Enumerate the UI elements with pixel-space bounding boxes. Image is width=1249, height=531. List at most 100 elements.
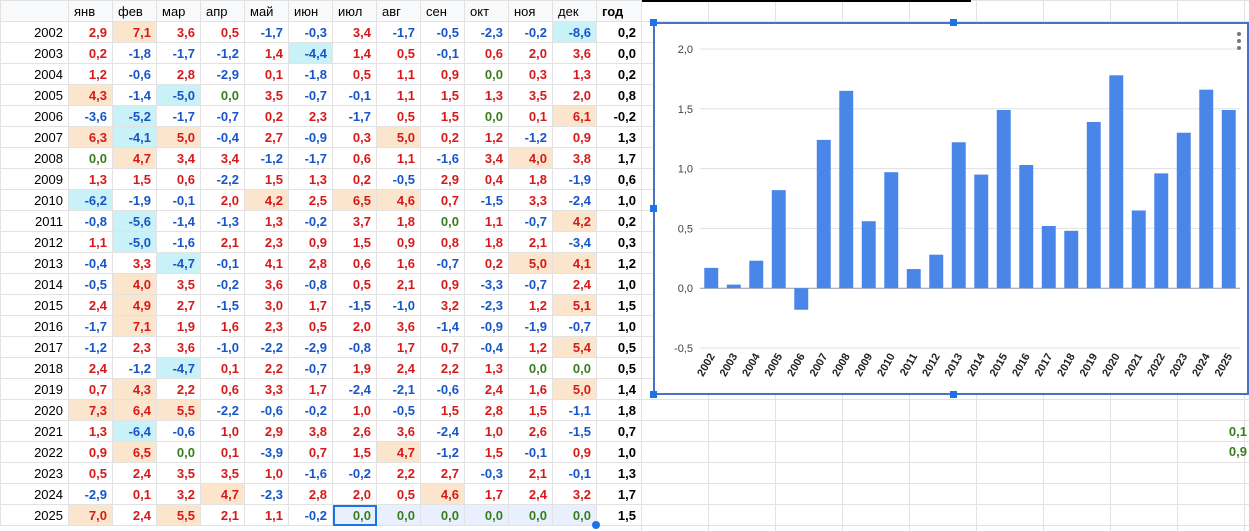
value-cell[interactable]: -2,4 bbox=[420, 420, 465, 442]
value-cell[interactable]: 1,5 bbox=[464, 441, 509, 463]
value-cell[interactable]: 1,6 bbox=[200, 315, 245, 337]
value-cell[interactable]: -1,6 bbox=[288, 462, 333, 484]
value-cell[interactable]: 0,6 bbox=[156, 168, 201, 190]
value-cell[interactable]: -0,5 bbox=[376, 399, 421, 421]
value-cell[interactable]: 2,2 bbox=[244, 357, 289, 379]
value-cell[interactable]: 2,4 bbox=[464, 378, 509, 400]
value-cell[interactable]: 2,7 bbox=[156, 294, 201, 316]
value-cell[interactable]: 1,3 bbox=[464, 357, 509, 379]
value-cell[interactable]: 2,9 bbox=[244, 420, 289, 442]
value-cell[interactable]: 1,5 bbox=[244, 168, 289, 190]
value-cell[interactable]: 5,5 bbox=[156, 504, 201, 526]
value-cell[interactable]: 2,4 bbox=[68, 357, 113, 379]
year-cell[interactable]: 2015 bbox=[0, 294, 69, 316]
value-cell[interactable]: 2,0 bbox=[200, 189, 245, 211]
value-cell[interactable]: -1,9 bbox=[552, 168, 597, 190]
value-cell[interactable]: 3,3 bbox=[244, 378, 289, 400]
value-cell[interactable]: 0,0 bbox=[376, 504, 421, 526]
year-cell[interactable]: 2016 bbox=[0, 315, 69, 337]
total-cell[interactable]: 0,6 bbox=[596, 168, 642, 190]
value-cell[interactable]: 2,8 bbox=[464, 399, 509, 421]
value-cell[interactable]: -0,6 bbox=[156, 420, 201, 442]
bar-2010[interactable] bbox=[884, 172, 899, 289]
bar-2025[interactable] bbox=[1221, 109, 1236, 289]
value-cell[interactable]: -1,5 bbox=[332, 294, 377, 316]
value-cell[interactable]: -1,7 bbox=[156, 42, 201, 64]
value-cell[interactable]: 3,5 bbox=[244, 84, 289, 106]
value-cell[interactable]: 1,2 bbox=[508, 336, 553, 358]
value-cell[interactable]: 2,2 bbox=[420, 357, 465, 379]
value-cell[interactable]: 1,4 bbox=[244, 42, 289, 64]
value-cell[interactable]: 1,1 bbox=[376, 63, 421, 85]
bar-2019[interactable] bbox=[1086, 121, 1101, 289]
bar-2009[interactable] bbox=[861, 221, 876, 289]
value-cell[interactable]: -4,7 bbox=[156, 252, 201, 274]
value-cell[interactable]: 0,6 bbox=[200, 378, 245, 400]
value-cell[interactable]: -0,1 bbox=[200, 252, 245, 274]
value-cell[interactable]: 2,9 bbox=[68, 21, 113, 43]
value-cell[interactable]: -0,7 bbox=[508, 210, 553, 232]
value-cell[interactable]: 5,0 bbox=[156, 126, 201, 148]
value-cell[interactable]: 2,7 bbox=[244, 126, 289, 148]
value-cell[interactable]: 0,9 bbox=[68, 441, 113, 463]
value-cell[interactable]: -1,4 bbox=[420, 315, 465, 337]
year-cell[interactable]: 2006 bbox=[0, 105, 69, 127]
value-cell[interactable]: 0,1 bbox=[200, 357, 245, 379]
value-cell[interactable]: 0,0 bbox=[68, 147, 113, 169]
value-cell[interactable]: 1,0 bbox=[244, 462, 289, 484]
value-cell[interactable]: 3,5 bbox=[156, 462, 201, 484]
total-cell[interactable]: 1,0 bbox=[596, 315, 642, 337]
year-cell[interactable]: 2024 bbox=[0, 483, 69, 505]
value-cell[interactable]: 2,6 bbox=[508, 420, 553, 442]
bar-2006[interactable] bbox=[794, 288, 809, 310]
value-cell[interactable]: 0,6 bbox=[332, 252, 377, 274]
value-cell[interactable]: 3,0 bbox=[244, 294, 289, 316]
total-cell[interactable]: 1,4 bbox=[596, 378, 642, 400]
value-cell[interactable]: 4,7 bbox=[200, 483, 245, 505]
value-cell[interactable]: 0,2 bbox=[464, 252, 509, 274]
value-cell[interactable]: 2,1 bbox=[376, 273, 421, 295]
value-cell[interactable]: -1,2 bbox=[420, 441, 465, 463]
value-cell[interactable]: 0,5 bbox=[332, 63, 377, 85]
value-cell[interactable]: 0,6 bbox=[464, 42, 509, 64]
value-cell[interactable]: 2,1 bbox=[200, 231, 245, 253]
value-cell[interactable]: -5,0 bbox=[156, 84, 201, 106]
value-cell[interactable]: -0,4 bbox=[464, 336, 509, 358]
value-cell[interactable]: -0,2 bbox=[288, 210, 333, 232]
value-cell[interactable]: -1,4 bbox=[112, 84, 157, 106]
bar-2003[interactable] bbox=[726, 284, 741, 289]
value-cell[interactable]: 4,3 bbox=[68, 84, 113, 106]
value-cell[interactable]: -0,5 bbox=[68, 273, 113, 295]
value-cell[interactable]: 3,3 bbox=[508, 189, 553, 211]
bar-2017[interactable] bbox=[1041, 226, 1056, 289]
value-cell[interactable]: 0,2 bbox=[68, 42, 113, 64]
value-cell[interactable]: -0,2 bbox=[332, 462, 377, 484]
bar-2016[interactable] bbox=[1019, 165, 1034, 289]
month-header[interactable]: янв bbox=[68, 0, 113, 22]
total-cell[interactable]: 1,0 bbox=[596, 273, 642, 295]
value-cell[interactable]: 0,2 bbox=[332, 168, 377, 190]
value-cell[interactable]: -0,1 bbox=[156, 189, 201, 211]
month-header[interactable]: май bbox=[244, 0, 289, 22]
value-cell[interactable]: 0,2 bbox=[420, 126, 465, 148]
value-cell[interactable]: 2,1 bbox=[200, 504, 245, 526]
value-cell[interactable]: 1,5 bbox=[420, 399, 465, 421]
year-cell[interactable]: 2010 bbox=[0, 189, 69, 211]
year-cell[interactable]: 2008 bbox=[0, 147, 69, 169]
value-cell[interactable]: 3,2 bbox=[156, 483, 201, 505]
value-cell[interactable]: -0,1 bbox=[508, 441, 553, 463]
value-cell[interactable]: -1,2 bbox=[112, 357, 157, 379]
value-cell[interactable]: 1,2 bbox=[508, 294, 553, 316]
value-cell[interactable]: 0,0 bbox=[508, 504, 553, 526]
value-cell[interactable]: 0,9 bbox=[288, 231, 333, 253]
value-cell[interactable]: 3,5 bbox=[508, 84, 553, 106]
total-cell[interactable]: 0,7 bbox=[596, 420, 642, 442]
bar-2015[interactable] bbox=[996, 109, 1011, 289]
value-cell[interactable]: 0,1 bbox=[244, 63, 289, 85]
value-cell[interactable]: -3,6 bbox=[68, 105, 113, 127]
value-cell[interactable]: 2,5 bbox=[288, 189, 333, 211]
value-cell[interactable]: -0,7 bbox=[508, 273, 553, 295]
value-cell[interactable]: -1,1 bbox=[552, 399, 597, 421]
value-cell[interactable]: -1,9 bbox=[508, 315, 553, 337]
value-cell[interactable]: -1,7 bbox=[288, 147, 333, 169]
